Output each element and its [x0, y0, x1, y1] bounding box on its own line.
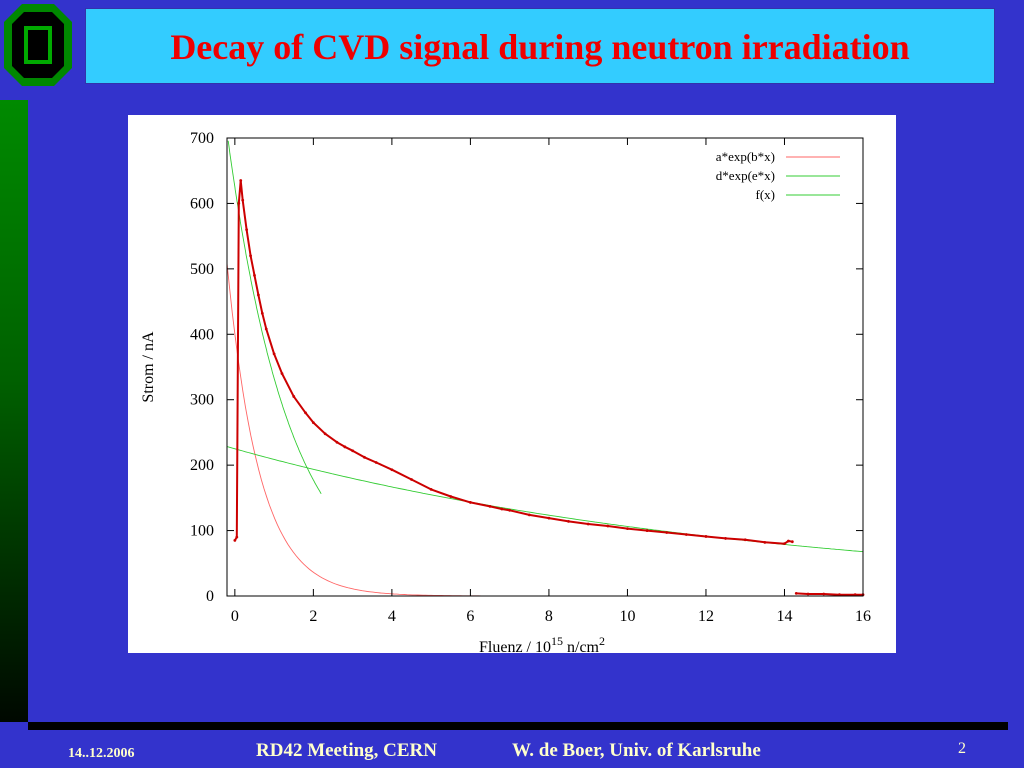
x-axis-label-sup1: 15 [551, 634, 563, 648]
data-point [449, 495, 453, 498]
y-tick-label: 200 [190, 457, 214, 474]
data-point [311, 421, 315, 425]
data-point [724, 537, 727, 540]
data-point [508, 508, 512, 512]
data-point [606, 524, 610, 528]
data-trace [234, 179, 793, 545]
data-point [249, 254, 252, 258]
data-point [304, 411, 307, 415]
data-point [237, 202, 241, 205]
legend-label: a*exp(b*x) [716, 149, 775, 164]
x-tick-label: 12 [698, 608, 714, 625]
data-point [794, 591, 798, 595]
axis-ticks: 0 2 4 6 8 10 12 14 16 0 100 200 300 400 500 600 700 [190, 130, 871, 625]
title-box: Decay of CVD signal during neutron irrad… [85, 8, 995, 84]
plot-frame [226, 137, 864, 597]
fit-curve [227, 140, 322, 494]
data-point [245, 228, 249, 231]
data-point [410, 478, 413, 481]
x-tick-label: 10 [619, 608, 635, 625]
data-point [547, 516, 551, 520]
data-trace [796, 592, 863, 596]
x-axis-label-main: Fluenz / 10 [479, 639, 551, 653]
data-point [233, 538, 237, 542]
footer-date: 14..12.2006 [68, 746, 135, 761]
data-point [429, 487, 433, 491]
data-point [264, 327, 268, 331]
data-point [351, 449, 355, 453]
data-point [790, 540, 794, 544]
legend: a*exp(b*x) d*exp(e*x) f(x) [716, 149, 840, 202]
data-point [374, 461, 378, 464]
data-point [500, 507, 504, 511]
x-axis-label-mid: n/cm [563, 639, 600, 653]
x-tick-label: 14 [776, 608, 792, 625]
y-tick-label: 400 [190, 326, 214, 343]
data-point [390, 468, 394, 472]
data-point [567, 520, 570, 523]
chart: 0 2 4 6 8 10 12 14 16 0 100 200 300 400 500 600 700 a*ex… [140, 130, 871, 653]
chart-panel: 0 2 4 6 8 10 12 14 16 0 100 200 300 400 500 600 700 a*ex… [128, 115, 896, 653]
data-point [704, 535, 708, 538]
x-tick-label: 8 [545, 608, 553, 625]
data-point [257, 293, 260, 297]
data-point [743, 538, 747, 542]
data-point [239, 179, 243, 182]
university-logo [4, 4, 72, 86]
data-point [280, 372, 284, 375]
data-point [235, 535, 239, 539]
data-point [626, 527, 629, 531]
data-point [822, 592, 826, 596]
data-point [645, 529, 649, 532]
x-axis-label-sup2: 2 [599, 634, 605, 648]
data-point [806, 592, 810, 596]
left-decorative-bar [0, 100, 28, 722]
fit-curve [226, 263, 863, 597]
y-tick-label: 100 [190, 523, 214, 540]
data-point [272, 352, 276, 356]
fit-curves [226, 140, 864, 597]
data-point [665, 531, 669, 534]
data-point [323, 432, 327, 436]
x-tick-label: 2 [309, 608, 317, 625]
legend-label: f(x) [756, 187, 776, 202]
data-point [292, 395, 296, 398]
page-number: 2 [958, 740, 966, 757]
data-point [763, 540, 767, 544]
x-axis-label: Fluenz / 1015 n/cm2 [479, 634, 605, 653]
data-point [527, 513, 531, 517]
data-point [488, 504, 492, 508]
data-point [241, 198, 245, 202]
data-points [233, 179, 865, 597]
data-point [469, 501, 472, 504]
x-tick-label: 16 [855, 608, 871, 625]
x-tick-label: 4 [388, 608, 396, 625]
x-tick-label: 0 [231, 608, 239, 625]
data-point [787, 539, 790, 543]
y-tick-label: 500 [190, 261, 214, 278]
y-axis-label: Strom / nA [140, 331, 157, 403]
legend-label: d*exp(e*x) [716, 168, 775, 183]
data-point [853, 593, 857, 597]
data-point [363, 455, 366, 459]
data-point [586, 522, 590, 526]
data-point [684, 533, 688, 536]
data-point [343, 445, 347, 449]
y-tick-label: 0 [206, 588, 214, 605]
x-tick-label: 6 [466, 608, 474, 625]
footer-divider [28, 722, 1008, 730]
y-tick-label: 700 [190, 130, 214, 147]
y-tick-label: 300 [190, 392, 214, 409]
data-point [783, 542, 786, 546]
footer-meeting: RD42 Meeting, CERN [256, 740, 438, 761]
data-point [253, 274, 256, 277]
data-point [335, 440, 339, 444]
data-point [838, 593, 841, 597]
fit-curve [226, 446, 864, 553]
slide-title: Decay of CVD signal during neutron irrad… [170, 27, 910, 67]
footer-author: W. de Boer, Univ. of Karlsruhe [512, 740, 761, 761]
data-point [260, 311, 264, 315]
y-tick-label: 600 [190, 195, 214, 212]
